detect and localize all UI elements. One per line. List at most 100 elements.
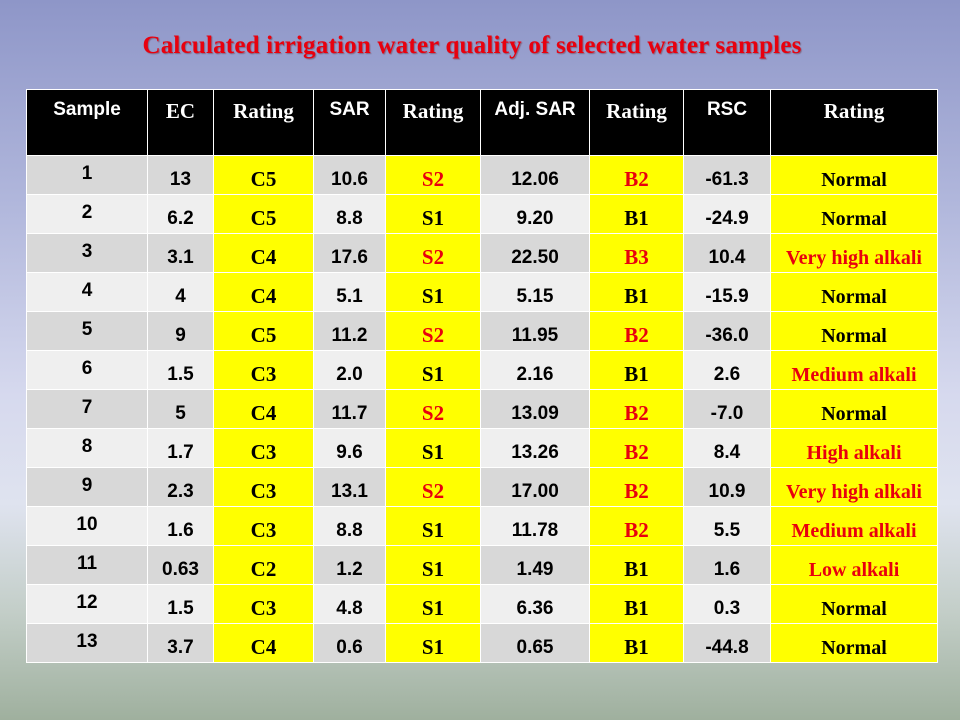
table-row: 10 1.6 C3 8.8 S1 11.78 B2 5.5 Medium alkali bbox=[26, 506, 938, 546]
ec-cell: 0.63 bbox=[147, 545, 214, 585]
adj-sar-rating-cell: B1 bbox=[589, 350, 684, 390]
adj-sar-cell: 17.00 bbox=[480, 467, 590, 507]
adj-sar-rating-cell: B1 bbox=[589, 194, 684, 234]
header-adj-sar: Adj. SAR bbox=[480, 89, 590, 156]
adj-sar-cell: 1.49 bbox=[480, 545, 590, 585]
header-rsc-rating: Rating bbox=[770, 89, 938, 156]
sar-rating-cell: S2 bbox=[385, 311, 481, 351]
adj-sar-rating-cell: B2 bbox=[589, 428, 684, 468]
ec-cell: 3.7 bbox=[147, 623, 214, 663]
rsc-cell: -7.0 bbox=[683, 389, 771, 429]
ec-rating-cell: C3 bbox=[213, 428, 314, 468]
sar-cell: 2.0 bbox=[313, 350, 386, 390]
adj-sar-cell: 22.50 bbox=[480, 233, 590, 273]
sample-cell: 8 bbox=[26, 428, 148, 468]
ec-rating-cell: C5 bbox=[213, 155, 314, 195]
adj-sar-rating-cell: B2 bbox=[589, 389, 684, 429]
adj-sar-rating-cell: B2 bbox=[589, 155, 684, 195]
table-row: 1 13 C5 10.6 S2 12.06 B2 -61.3 Normal bbox=[26, 155, 938, 195]
sample-cell: 6 bbox=[26, 350, 148, 390]
rsc-cell: 5.5 bbox=[683, 506, 771, 546]
rsc-rating-cell: Medium alkali bbox=[770, 350, 938, 390]
ec-rating-cell: C5 bbox=[213, 311, 314, 351]
sample-cell: 11 bbox=[26, 545, 148, 585]
rsc-rating-cell: Very high alkali bbox=[770, 233, 938, 273]
adj-sar-cell: 11.95 bbox=[480, 311, 590, 351]
sar-rating-cell: S2 bbox=[385, 467, 481, 507]
ec-cell: 1.6 bbox=[147, 506, 214, 546]
ec-cell: 1.5 bbox=[147, 350, 214, 390]
sar-rating-cell: S1 bbox=[385, 584, 481, 624]
adj-sar-rating-cell: B1 bbox=[589, 545, 684, 585]
sample-cell: 9 bbox=[26, 467, 148, 507]
sar-rating-cell: S1 bbox=[385, 545, 481, 585]
adj-sar-cell: 5.15 bbox=[480, 272, 590, 312]
sar-rating-cell: S1 bbox=[385, 350, 481, 390]
sar-rating-cell: S1 bbox=[385, 272, 481, 312]
rsc-rating-cell: Normal bbox=[770, 194, 938, 234]
table-row: 13 3.7 C4 0.6 S1 0.65 B1 -44.8 Normal bbox=[26, 623, 938, 663]
adj-sar-cell: 0.65 bbox=[480, 623, 590, 663]
table-row: 8 1.7 C3 9.6 S1 13.26 B2 8.4 High alkali bbox=[26, 428, 938, 468]
table-row: 7 5 C4 11.7 S2 13.09 B2 -7.0 Normal bbox=[26, 389, 938, 429]
ec-rating-cell: C3 bbox=[213, 506, 314, 546]
ec-rating-cell: C3 bbox=[213, 584, 314, 624]
rsc-cell: -15.9 bbox=[683, 272, 771, 312]
ec-cell: 5 bbox=[147, 389, 214, 429]
table-row: 5 9 C5 11.2 S2 11.95 B2 -36.0 Normal bbox=[26, 311, 938, 351]
rsc-cell: -61.3 bbox=[683, 155, 771, 195]
sar-cell: 5.1 bbox=[313, 272, 386, 312]
adj-sar-rating-cell: B1 bbox=[589, 623, 684, 663]
sar-cell: 4.8 bbox=[313, 584, 386, 624]
sar-cell: 10.6 bbox=[313, 155, 386, 195]
sar-cell: 8.8 bbox=[313, 506, 386, 546]
rsc-rating-cell: Normal bbox=[770, 584, 938, 624]
sample-cell: 7 bbox=[26, 389, 148, 429]
adj-sar-cell: 2.16 bbox=[480, 350, 590, 390]
ec-rating-cell: C2 bbox=[213, 545, 314, 585]
adj-sar-cell: 9.20 bbox=[480, 194, 590, 234]
ec-rating-cell: C3 bbox=[213, 467, 314, 507]
rsc-rating-cell: Very high alkali bbox=[770, 467, 938, 507]
sample-cell: 12 bbox=[26, 584, 148, 624]
adj-sar-cell: 11.78 bbox=[480, 506, 590, 546]
rsc-rating-cell: Low alkali bbox=[770, 545, 938, 585]
header-adj-sar-rating: Rating bbox=[589, 89, 684, 156]
sar-rating-cell: S1 bbox=[385, 428, 481, 468]
rsc-rating-cell: Normal bbox=[770, 623, 938, 663]
sar-cell: 17.6 bbox=[313, 233, 386, 273]
adj-sar-rating-cell: B1 bbox=[589, 584, 684, 624]
rsc-rating-cell: Normal bbox=[770, 389, 938, 429]
sample-cell: 5 bbox=[26, 311, 148, 351]
adj-sar-rating-cell: B2 bbox=[589, 311, 684, 351]
header-sar: SAR bbox=[313, 89, 386, 156]
adj-sar-cell: 13.09 bbox=[480, 389, 590, 429]
sar-rating-cell: S2 bbox=[385, 155, 481, 195]
rsc-cell: 0.3 bbox=[683, 584, 771, 624]
adj-sar-rating-cell: B2 bbox=[589, 506, 684, 546]
ec-cell: 2.3 bbox=[147, 467, 214, 507]
rsc-rating-cell: Normal bbox=[770, 272, 938, 312]
ec-rating-cell: C3 bbox=[213, 350, 314, 390]
rsc-rating-cell: Normal bbox=[770, 155, 938, 195]
sar-rating-cell: S2 bbox=[385, 389, 481, 429]
header-rsc: RSC bbox=[683, 89, 771, 156]
sar-rating-cell: S2 bbox=[385, 233, 481, 273]
ec-cell: 6.2 bbox=[147, 194, 214, 234]
table-row: 2 6.2 C5 8.8 S1 9.20 B1 -24.9 Normal bbox=[26, 194, 938, 234]
sar-cell: 8.8 bbox=[313, 194, 386, 234]
adj-sar-rating-cell: B3 bbox=[589, 233, 684, 273]
slide-title: Calculated irrigation water quality of s… bbox=[142, 32, 802, 59]
adj-sar-cell: 12.06 bbox=[480, 155, 590, 195]
rsc-rating-cell: Medium alkali bbox=[770, 506, 938, 546]
sar-cell: 11.7 bbox=[313, 389, 386, 429]
adj-sar-cell: 13.26 bbox=[480, 428, 590, 468]
sar-rating-cell: S1 bbox=[385, 506, 481, 546]
sar-cell: 11.2 bbox=[313, 311, 386, 351]
header-sar-rating: Rating bbox=[385, 89, 481, 156]
ec-cell: 4 bbox=[147, 272, 214, 312]
rsc-cell: -36.0 bbox=[683, 311, 771, 351]
water-quality-table: Sample EC Rating SAR Rating Adj. SAR Rat… bbox=[26, 89, 938, 663]
sar-rating-cell: S1 bbox=[385, 623, 481, 663]
sample-cell: 13 bbox=[26, 623, 148, 663]
